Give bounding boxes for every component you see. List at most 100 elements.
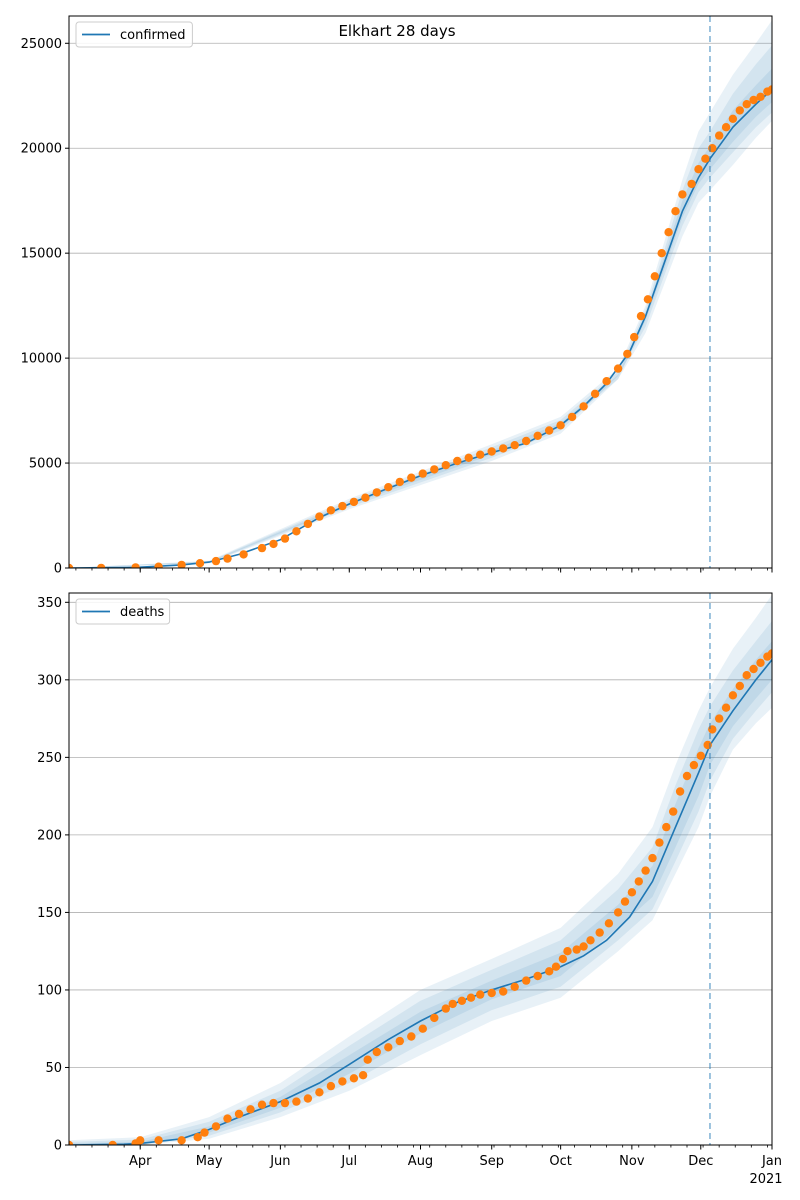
deaths-panel: 0 50 100 150 200 250 300 350 Apr May Jun Jul Aug Sep O… — [37, 592, 782, 1169]
plot-area — [69, 20, 772, 568]
observed-point — [579, 402, 588, 411]
observed-point — [522, 436, 531, 446]
observed-point — [97, 563, 106, 568]
observed-point — [430, 465, 439, 474]
observed-point — [372, 488, 381, 497]
x-tick-label: Jul — [340, 1154, 357, 1169]
observed-point — [533, 971, 542, 981]
observed-point — [195, 559, 205, 568]
observed-point — [211, 556, 221, 566]
observed-point — [662, 822, 671, 832]
observed-point — [234, 1109, 244, 1119]
observed-point — [154, 562, 163, 568]
observed-point — [453, 456, 462, 466]
observed-point — [69, 1140, 74, 1145]
x-tick-label: Nov — [619, 1154, 645, 1169]
y-tick-label: 150 — [37, 906, 62, 921]
observed-point — [675, 787, 685, 796]
observed-point — [239, 550, 248, 559]
observed-point — [669, 807, 678, 816]
observed-point — [510, 441, 519, 450]
observed-point — [545, 426, 554, 435]
x-tick-label: Dec — [688, 1154, 713, 1169]
observed-point — [694, 165, 703, 174]
observed-point — [579, 942, 588, 951]
y-tick-label: 5000 — [29, 457, 62, 472]
x-tick-label: Sep — [479, 1154, 504, 1169]
observed-point — [407, 473, 416, 482]
observed-point — [349, 497, 359, 507]
observed-point — [407, 1032, 416, 1041]
observed-point — [613, 364, 623, 373]
y-tick-label: 10000 — [21, 352, 62, 367]
model-line — [69, 659, 772, 1145]
observed-point — [108, 1140, 117, 1145]
observed-point — [338, 1077, 347, 1086]
x-tick-label: Jan — [761, 1154, 782, 1169]
y-tick-label: 20000 — [21, 142, 62, 157]
observed-point — [756, 658, 765, 667]
observed-point — [487, 447, 496, 456]
observed-point — [627, 888, 637, 897]
observed-point — [641, 866, 650, 875]
confidence-band-2 — [69, 45, 772, 568]
observed-point — [223, 554, 232, 563]
observed-point — [499, 987, 508, 996]
observed-point — [556, 421, 565, 430]
observed-point — [499, 444, 508, 453]
x-tick-label: May — [196, 1154, 223, 1169]
observed-point — [326, 1081, 336, 1091]
confidence-band-3 — [69, 68, 772, 568]
observed-point — [257, 1100, 267, 1109]
observed-point — [558, 954, 568, 964]
observed-point — [457, 996, 467, 1005]
observed-point — [687, 179, 696, 189]
x-tick-label: Aug — [408, 1154, 433, 1169]
legend-box — [75, 598, 171, 625]
observed-point — [767, 649, 772, 658]
x-tick-label: Jun — [269, 1154, 290, 1169]
legend-label: deaths — [120, 605, 165, 620]
observed-point — [448, 999, 457, 1009]
y-tick-label: 250 — [37, 751, 62, 766]
observed-point — [664, 228, 673, 237]
confidence-band-3 — [69, 641, 772, 1145]
y-tick-label: 50 — [45, 1061, 62, 1076]
observed-point — [363, 1055, 372, 1064]
observed-point — [246, 1105, 255, 1114]
observed-point — [701, 154, 710, 163]
observed-point — [551, 962, 561, 971]
observed-point — [177, 1136, 186, 1145]
x-tick-label: Apr — [129, 1154, 152, 1169]
observed-point — [545, 967, 554, 976]
observed-point — [223, 1114, 232, 1123]
observed-point — [303, 1094, 313, 1103]
observed-point — [634, 877, 643, 886]
observed-point — [269, 539, 278, 549]
observed-point — [384, 483, 393, 492]
observed-point — [292, 1097, 301, 1106]
observed-point — [595, 928, 604, 937]
observed-point — [630, 332, 639, 342]
observed-point — [136, 1136, 145, 1145]
observed-point — [563, 947, 572, 956]
observed-point — [749, 664, 758, 674]
confidence-band-1 — [69, 20, 772, 568]
observed-point — [280, 534, 290, 543]
observed-point — [655, 838, 664, 847]
observed-point — [533, 431, 542, 440]
observed-point — [735, 106, 744, 115]
observed-point — [315, 512, 324, 521]
observed-point — [177, 560, 186, 568]
observed-point — [487, 988, 496, 998]
y-tick-label: 200 — [37, 828, 62, 843]
observed-point — [441, 461, 450, 470]
observed-point — [721, 123, 731, 132]
observed-point — [395, 477, 404, 487]
observed-point — [372, 1047, 381, 1057]
observed-point — [338, 501, 347, 511]
legend-label: confirmed — [120, 28, 186, 43]
observed-point — [326, 506, 336, 515]
observed-point — [767, 85, 772, 94]
observed-point — [430, 1013, 439, 1023]
